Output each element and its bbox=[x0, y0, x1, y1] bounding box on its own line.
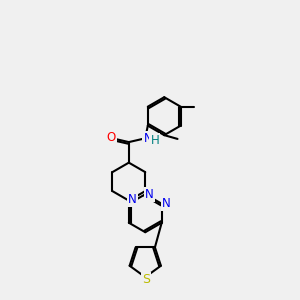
Text: N: N bbox=[145, 188, 154, 201]
Text: S: S bbox=[142, 273, 150, 286]
Text: N: N bbox=[162, 197, 170, 210]
Text: N: N bbox=[143, 132, 152, 145]
Text: N: N bbox=[128, 194, 137, 206]
Text: O: O bbox=[106, 131, 116, 144]
Text: H: H bbox=[150, 134, 159, 147]
